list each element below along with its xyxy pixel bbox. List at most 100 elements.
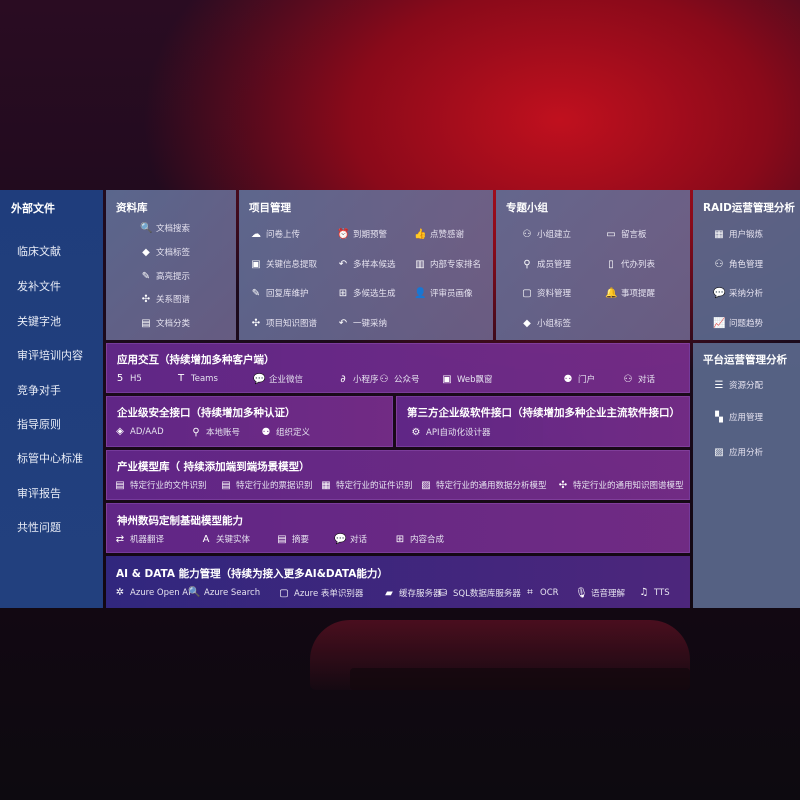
- item-label: 资源分配: [729, 381, 764, 391]
- sidebar-item[interactable]: 审评培训内容: [17, 349, 83, 362]
- industry-item[interactable]: ✣ 特定行业的通用知识图谱模型: [557, 479, 684, 492]
- interaction-item[interactable]: 5 H5: [114, 373, 142, 384]
- item-label: 特定行业的证件识别: [336, 481, 413, 491]
- group-item[interactable]: ▢ 资料管理: [521, 287, 571, 300]
- thirdparty-item[interactable]: ⚙ API自动化设计器: [410, 426, 491, 439]
- interaction-item[interactable]: ⚇ 公众号: [378, 373, 420, 386]
- interaction-item[interactable]: ∂ 小程序: [337, 373, 378, 386]
- bbs-icon: ▭: [606, 228, 616, 240]
- library-item[interactable]: ✣ 关系图谱: [140, 293, 190, 306]
- ai-item[interactable]: ⌗ OCR: [524, 587, 558, 598]
- ai-item[interactable]: ♫ TTS: [638, 587, 670, 598]
- library-item[interactable]: ◆ 文档标签: [140, 246, 190, 259]
- panel-title: 神州数码定制基础模型能力: [117, 515, 243, 527]
- item-label: 特定行业的票据识别: [236, 481, 313, 491]
- database-icon: ⛁: [438, 587, 448, 599]
- sidebar-item[interactable]: 发补文件: [17, 280, 61, 293]
- item-label: 应用分析: [729, 448, 764, 458]
- ranking-icon: ▥: [415, 258, 425, 270]
- base-item[interactable]: ⊞ 内容合成: [394, 533, 444, 546]
- project-item[interactable]: ☁ 问卷上传: [250, 228, 300, 241]
- sidebar-item[interactable]: 审评报告: [17, 487, 61, 500]
- ai-item[interactable]: ▢ Azure 表单识别器: [278, 587, 363, 600]
- ai-item[interactable]: 🔍 Azure Search: [188, 587, 260, 598]
- project-item[interactable]: ▣ 关键信息提取: [250, 258, 318, 271]
- base-item[interactable]: 💬 对话: [334, 533, 367, 546]
- voice-icon: 🎙: [575, 587, 588, 599]
- project-item[interactable]: ⏰ 到期预警: [337, 228, 387, 241]
- library-item[interactable]: 🔍 文档搜索: [140, 222, 190, 235]
- bell-icon: 🔔: [605, 287, 618, 299]
- sidebar-item[interactable]: 共性问题: [17, 521, 61, 534]
- raid-item[interactable]: 📈 问题趋势: [713, 317, 763, 330]
- raid-item[interactable]: ▦ 用户锻炼: [713, 228, 763, 241]
- project-item[interactable]: 👍 点赞感谢: [414, 228, 464, 241]
- platform-item[interactable]: ▚ 应用管理: [713, 411, 763, 424]
- project-item[interactable]: ✎ 回复库维护: [250, 287, 309, 300]
- library-item[interactable]: ▤ 文档分类: [140, 317, 190, 330]
- miniprogram-icon: ∂: [340, 373, 346, 385]
- base-item[interactable]: A 关键实体: [200, 533, 250, 546]
- security-item[interactable]: ⚲ 本地账号: [190, 426, 241, 439]
- panel-title: 企业级安全接口（持续增加多种认证）: [117, 407, 296, 419]
- puzzle-icon: ⊞: [338, 287, 348, 299]
- sidebar-item[interactable]: 关键字池: [17, 315, 61, 328]
- ai-item[interactable]: ✲ Azure Open AI: [114, 587, 191, 598]
- group-item[interactable]: ▯ 代办列表: [605, 258, 655, 271]
- graph-icon: ✣: [558, 479, 568, 491]
- interaction-item[interactable]: T Teams: [175, 373, 218, 384]
- project-item[interactable]: ▥ 内部专家排名: [414, 258, 481, 271]
- item-label: 本地账号: [206, 428, 241, 438]
- group-item[interactable]: ▭ 留言板: [605, 228, 646, 241]
- group-item[interactable]: ⚲ 成员管理: [521, 258, 571, 271]
- security-item[interactable]: ⚉ 组织定义: [260, 426, 311, 439]
- sidebar-title: 外部文件: [11, 202, 55, 215]
- panel-interaction: 应用交互（持续增加多种客户端）: [106, 343, 690, 393]
- alarm-icon: ⏰: [337, 228, 350, 240]
- panel-title: 产业模型库（ 持续添加端到端场景模型）: [117, 461, 310, 473]
- interaction-item[interactable]: ⚇ 对话: [622, 373, 656, 386]
- item-label: 事项提醒: [621, 289, 656, 299]
- id-card-icon: ▦: [321, 479, 331, 491]
- item-label: 小组建立: [537, 230, 572, 240]
- platform-item[interactable]: ▨ 应用分析: [713, 446, 764, 459]
- group-item[interactable]: ◆ 小组标签: [521, 317, 571, 330]
- item-label: 一键采纳: [353, 319, 388, 329]
- pen-icon: ✎: [251, 287, 261, 299]
- project-item[interactable]: ✣ 项目知识图谱: [250, 317, 317, 330]
- item-label: Azure Search: [204, 587, 261, 598]
- trend-icon: 📈: [713, 317, 726, 329]
- sidebar-item[interactable]: 指导原则: [17, 418, 61, 431]
- project-item[interactable]: ⊞ 多候选生成: [337, 287, 396, 300]
- ai-item[interactable]: ⛁ SQL数据库服务器: [437, 587, 521, 600]
- receipt-icon: ▤: [221, 479, 231, 491]
- base-item[interactable]: ⇄ 机器翻译: [114, 533, 164, 546]
- item-label: 关键信息提取: [266, 260, 318, 270]
- security-item[interactable]: ◈ AD/AAD: [114, 426, 164, 437]
- industry-item[interactable]: ▤ 特定行业的票据识别: [220, 479, 313, 492]
- ai-item[interactable]: 🎙 语音理解: [575, 587, 625, 600]
- item-label: 评审员画像: [430, 289, 473, 299]
- project-item[interactable]: ↶ 一键采纳: [337, 317, 388, 330]
- industry-item[interactable]: ▤ 特定行业的文件识别: [114, 479, 206, 492]
- industry-item[interactable]: ▨ 特定行业的通用数据分析模型: [420, 479, 546, 492]
- raid-item[interactable]: 💬 采纳分析: [713, 287, 763, 300]
- raid-item[interactable]: ⚇ 角色管理: [713, 258, 764, 271]
- interaction-item[interactable]: 💬 企业微信: [253, 373, 303, 386]
- interaction-item[interactable]: ⚉ 门户: [562, 373, 596, 386]
- industry-item[interactable]: ▦ 特定行业的证件识别: [320, 479, 413, 492]
- tag-icon: ◆: [523, 317, 531, 329]
- org-icon: ⚉: [261, 426, 271, 438]
- group-item[interactable]: 🔔 事项提醒: [605, 287, 656, 300]
- base-item[interactable]: ▤ 摘要: [276, 533, 309, 546]
- library-item[interactable]: ✎ 高亮提示: [140, 270, 190, 283]
- sidebar-item[interactable]: 临床文献: [17, 245, 61, 258]
- project-item[interactable]: ↶ 多样本候选: [337, 258, 396, 271]
- sidebar-item[interactable]: 标管中心标准: [17, 452, 83, 465]
- sidebar-item[interactable]: 竞争对手: [17, 384, 61, 397]
- group-item[interactable]: ⚇ 小组建立: [521, 228, 572, 241]
- platform-item[interactable]: ☰ 资源分配: [713, 379, 764, 392]
- interaction-item[interactable]: ▣ Web飘窗: [441, 373, 492, 386]
- ai-item[interactable]: ▰ 缓存服务器: [383, 587, 441, 600]
- project-item[interactable]: 👤 评审员画像: [414, 287, 473, 300]
